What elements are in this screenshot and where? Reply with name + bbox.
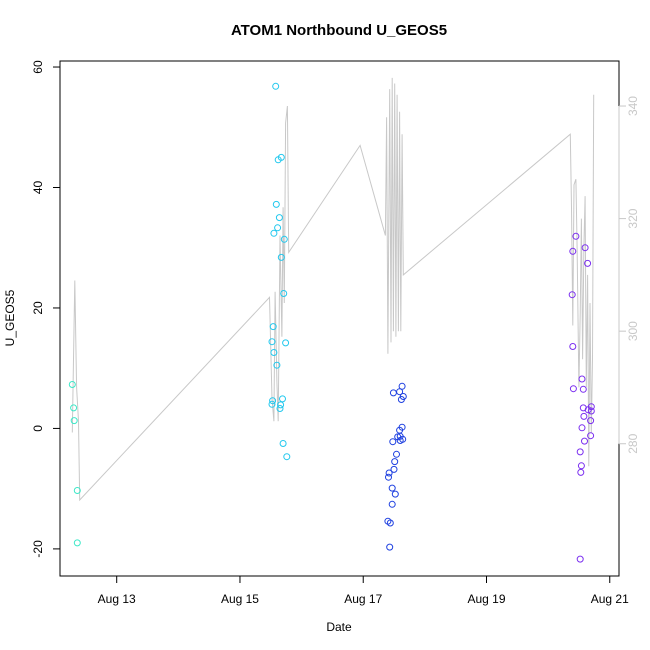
data-point [273, 361, 281, 369]
x-tick-label: Aug 17 [344, 592, 382, 606]
data-point [584, 259, 592, 267]
y2-tick-label: 300 [626, 321, 640, 341]
data-point [68, 381, 76, 388]
data-point [388, 500, 396, 508]
y-axis-left: -20 0 20 40 60 [31, 60, 61, 558]
y-axis-label: U_GEOS5 [3, 289, 17, 346]
data-point [391, 458, 399, 466]
y2-tick-label: 320 [626, 208, 640, 228]
data-points [68, 82, 595, 563]
data-point [389, 438, 397, 446]
data-point [283, 453, 291, 461]
data-point [275, 214, 283, 222]
data-point [569, 247, 577, 255]
data-point [277, 253, 285, 261]
data-point [572, 232, 580, 240]
x-tick-label: Aug 13 [98, 592, 136, 606]
x-axis-label: Date [326, 620, 352, 634]
data-point [568, 291, 576, 299]
y-tick-label: -20 [31, 540, 45, 558]
data-point [577, 468, 585, 476]
data-point [587, 432, 595, 440]
data-point [270, 229, 278, 237]
y-tick-label: 60 [31, 60, 45, 74]
data-point [578, 424, 586, 432]
y2-tick-label: 280 [626, 433, 640, 453]
data-point [389, 389, 397, 397]
secondary-trace [71, 77, 595, 502]
data-point [385, 473, 392, 481]
x-tick-label: Aug 19 [467, 592, 505, 606]
y-axis-right: 280 300 320 340 [618, 96, 640, 454]
y-tick-label: 0 [31, 425, 45, 432]
data-point [279, 440, 287, 447]
data-point [73, 539, 81, 547]
data-point [268, 338, 276, 346]
data-point [569, 343, 577, 350]
data-point [280, 290, 288, 297]
data-point [269, 397, 277, 405]
data-point [270, 349, 278, 356]
data-point [280, 235, 288, 243]
plot-frame [59, 60, 620, 577]
data-point [268, 400, 276, 408]
data-point [396, 437, 404, 444]
y-tick-label: 20 [31, 301, 45, 315]
data-point [587, 417, 595, 425]
x-tick-label: Aug 21 [591, 592, 629, 606]
data-point [282, 339, 290, 347]
y2-tick-label: 340 [626, 96, 640, 116]
data-point [587, 407, 595, 415]
data-point [576, 555, 584, 563]
y-tick-label: 40 [31, 180, 45, 194]
data-point [272, 82, 280, 90]
data-point [569, 385, 577, 393]
data-point [581, 244, 589, 252]
data-point [386, 519, 394, 527]
data-point [576, 448, 584, 456]
data-point [391, 490, 399, 498]
secondary-trace-line [71, 77, 595, 502]
data-point [274, 224, 282, 232]
x-tick-label: Aug 15 [221, 592, 259, 606]
data-point [73, 487, 81, 494]
data-point [70, 417, 78, 425]
data-point [279, 395, 286, 403]
data-point [269, 323, 277, 331]
data-point [70, 404, 78, 412]
data-point [390, 465, 398, 473]
data-point [580, 412, 588, 420]
data-point [385, 469, 393, 477]
data-point [584, 406, 592, 414]
data-point [277, 153, 285, 161]
data-point [388, 484, 396, 492]
data-point [578, 375, 586, 383]
data-point [386, 543, 394, 551]
chart-title: ATOM1 Northbound U_GEOS5 [231, 22, 447, 39]
data-point [579, 385, 587, 393]
x-axis: Aug 13 Aug 15 Aug 17 Aug 19 Aug 21 [98, 575, 629, 606]
data-point [581, 437, 588, 445]
data-point [276, 405, 284, 412]
data-point [272, 200, 280, 208]
data-point [277, 401, 285, 409]
data-point [393, 450, 400, 458]
data-point [577, 462, 585, 470]
data-point [397, 396, 405, 403]
